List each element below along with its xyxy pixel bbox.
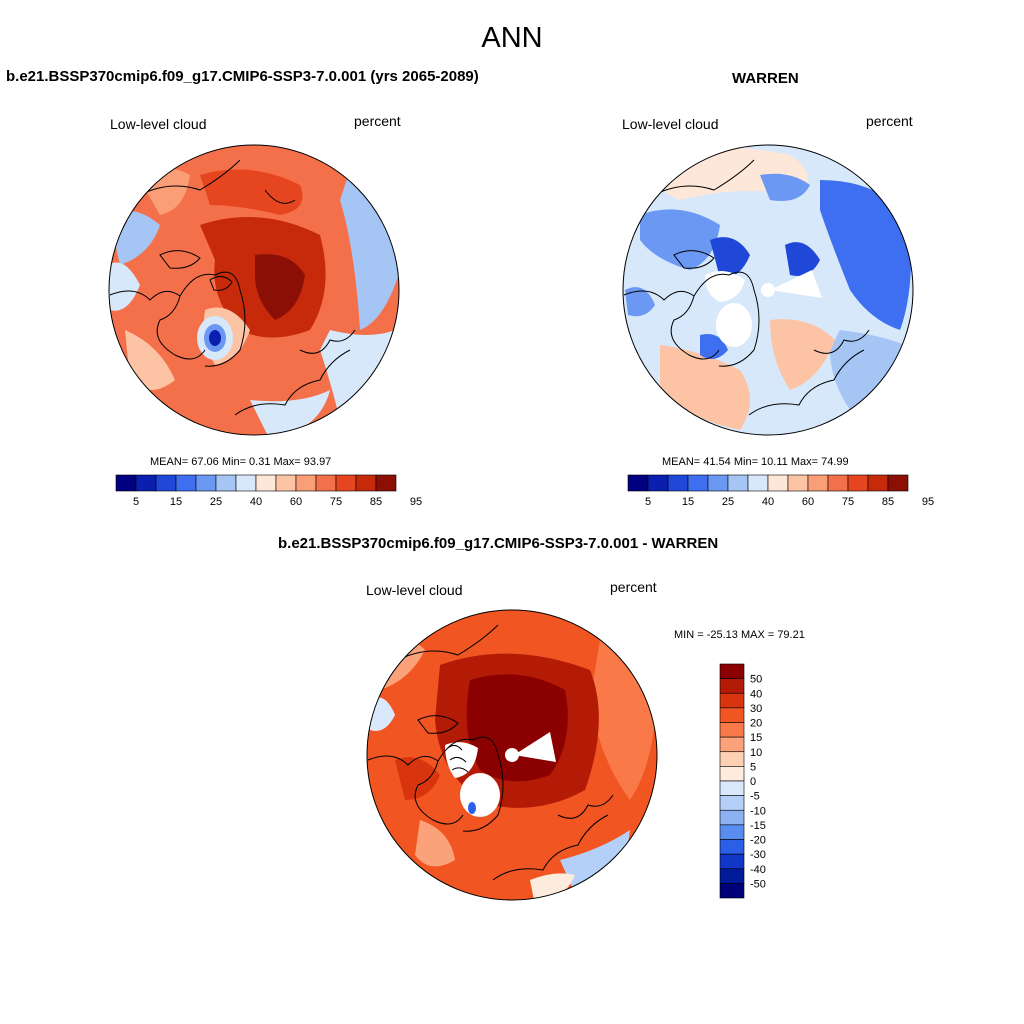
colorbar-model-swatch bbox=[355, 474, 377, 492]
colorbar-obs-swatch bbox=[627, 474, 649, 492]
colorbar-obs-tick-label: 75 bbox=[842, 496, 854, 508]
coastlines-model bbox=[109, 159, 356, 416]
colorbar-obs-tick-label: 5 bbox=[645, 496, 651, 508]
colorbar-diff-tick-label: -50 bbox=[750, 878, 766, 890]
colorbar-diff-swatch bbox=[719, 663, 745, 679]
colorbar-diff-tick-label: 5 bbox=[750, 761, 756, 773]
coastlines-obs bbox=[623, 159, 870, 416]
colorbar-diff-swatch bbox=[719, 883, 745, 899]
colorbar-model-swatch bbox=[375, 474, 397, 492]
panel-title-obs: WARREN bbox=[732, 70, 799, 87]
colorbar-diff-tick-label: 0 bbox=[750, 776, 756, 788]
colorbar-model-swatch bbox=[175, 474, 197, 492]
colorbar-diff-tick-label: -30 bbox=[750, 849, 766, 861]
colorbar-model-swatch bbox=[235, 474, 257, 492]
colorbar-model-tick-label: 25 bbox=[210, 496, 222, 508]
colorbar-obs-swatch bbox=[807, 474, 829, 492]
colorbar-diff-swatch bbox=[719, 736, 745, 753]
colorbar-obs-swatch bbox=[667, 474, 689, 492]
colorbar-obs-swatch bbox=[847, 474, 869, 492]
colorbar-obs-swatch bbox=[747, 474, 769, 492]
colorbar-diff-tick-label: -15 bbox=[750, 820, 766, 832]
colorbar-model: 5 15 25 40 60 75 85 95 bbox=[115, 474, 422, 508]
polar-map-model bbox=[108, 144, 400, 436]
colorbar-diff-swatch bbox=[719, 678, 745, 694]
colorbar-obs-swatch bbox=[707, 474, 729, 492]
colorbar-diff-swatch bbox=[719, 809, 745, 826]
colorbar-diff-swatch bbox=[719, 839, 745, 855]
colorbar-model-swatch bbox=[315, 474, 337, 492]
colorbar-model-tick-label: 5 bbox=[133, 496, 139, 508]
colorbar-obs: 5 15 25 40 60 75 85 95 bbox=[627, 474, 934, 508]
colorbar-model-tick-label: 15 bbox=[170, 496, 182, 508]
polar-map-obs bbox=[622, 144, 914, 436]
colorbar-obs-swatch bbox=[867, 474, 889, 492]
colorbar-diff-swatch bbox=[719, 780, 745, 796]
colorbar-model-swatch bbox=[115, 474, 137, 492]
colorbar-obs-swatch bbox=[827, 474, 849, 492]
colorbar-diff-swatch bbox=[719, 853, 745, 870]
colorbar-model-swatch bbox=[195, 474, 217, 492]
colorbar-obs-swatch bbox=[887, 474, 909, 492]
colorbar-diff-swatch bbox=[719, 692, 745, 709]
colorbar-model-swatch bbox=[155, 474, 177, 492]
colorbar-model-tick-label: 40 bbox=[250, 496, 262, 508]
stats-obs: MEAN= 41.54 Min= 10.11 Max= 74.99 bbox=[662, 456, 849, 468]
colorbar-model-swatch bbox=[135, 474, 157, 492]
units-label-diff: percent bbox=[610, 579, 657, 595]
colorbar-diff-tick-label: -20 bbox=[750, 835, 766, 847]
colorbar-diff-tick-label: -40 bbox=[750, 864, 766, 876]
colorbar-model-swatch bbox=[335, 474, 357, 492]
coastlines-diff bbox=[367, 624, 614, 881]
colorbar-diff-swatch bbox=[719, 722, 745, 738]
colorbar-diff-tick-label: 50 bbox=[750, 674, 762, 686]
colorbar-diff-swatch bbox=[719, 751, 745, 767]
colorbar-diff-swatch bbox=[719, 707, 745, 723]
units-label-obs: percent bbox=[866, 113, 913, 129]
variable-label-obs: Low-level cloud bbox=[622, 116, 719, 132]
colorbar-diff-tick-label: 20 bbox=[750, 718, 762, 730]
colorbar-model-swatch bbox=[295, 474, 317, 492]
panel-title-diff: b.e21.BSSP370cmip6.f09_g17.CMIP6-SSP3-7.… bbox=[278, 535, 719, 552]
colorbar-obs-tick-label: 25 bbox=[722, 496, 734, 508]
colorbar-diff-swatch bbox=[719, 868, 745, 884]
colorbar-diff-tick-label: 40 bbox=[750, 688, 762, 700]
colorbar-model-tick-label: 85 bbox=[370, 496, 382, 508]
colorbar-model-tick-label: 75 bbox=[330, 496, 342, 508]
colorbar-model-tick-label: 60 bbox=[290, 496, 302, 508]
colorbar-obs-swatch bbox=[687, 474, 709, 492]
colorbar-obs-tick-label: 40 bbox=[762, 496, 774, 508]
colorbar-diff-swatch bbox=[719, 795, 745, 811]
colorbar-diff-tick-label: 30 bbox=[750, 703, 762, 715]
colorbar-diff-tick-label: 10 bbox=[750, 747, 762, 759]
colorbar-diff-tick-label: -10 bbox=[750, 805, 766, 817]
main-title: ANN bbox=[481, 22, 543, 54]
colorbar-model-swatch bbox=[215, 474, 237, 492]
colorbar-obs-swatch bbox=[767, 474, 789, 492]
colorbar-obs-tick-label: 95 bbox=[922, 496, 934, 508]
colorbar-model-tick-label: 95 bbox=[410, 496, 422, 508]
colorbar-model-swatch bbox=[255, 474, 277, 492]
stats-model: MEAN= 67.06 Min= 0.31 Max= 93.97 bbox=[150, 456, 332, 468]
colorbar-obs-swatch bbox=[787, 474, 809, 492]
units-label-model: percent bbox=[354, 113, 401, 129]
colorbar-obs-tick-label: 15 bbox=[682, 496, 694, 508]
colorbar-diff-swatch bbox=[719, 824, 745, 840]
colorbar-obs-swatch bbox=[647, 474, 669, 492]
colorbar-diff-tick-label: -5 bbox=[750, 791, 760, 803]
variable-label-diff: Low-level cloud bbox=[366, 582, 463, 598]
variable-label-model: Low-level cloud bbox=[110, 116, 207, 132]
colorbar-model-swatch bbox=[275, 474, 297, 492]
colorbar-obs-tick-label: 60 bbox=[802, 496, 814, 508]
colorbar-diff-tick-label: 15 bbox=[750, 732, 762, 744]
polar-map-diff bbox=[366, 609, 658, 901]
colorbar-obs-swatch bbox=[727, 474, 749, 492]
panel-title-model: b.e21.BSSP370cmip6.f09_g17.CMIP6-SSP3-7.… bbox=[6, 68, 479, 85]
stats-diff: MIN = -25.13 MAX = 79.21 bbox=[674, 629, 805, 641]
colorbar-obs-tick-label: 85 bbox=[882, 496, 894, 508]
colorbar-diff-swatch bbox=[719, 766, 745, 782]
